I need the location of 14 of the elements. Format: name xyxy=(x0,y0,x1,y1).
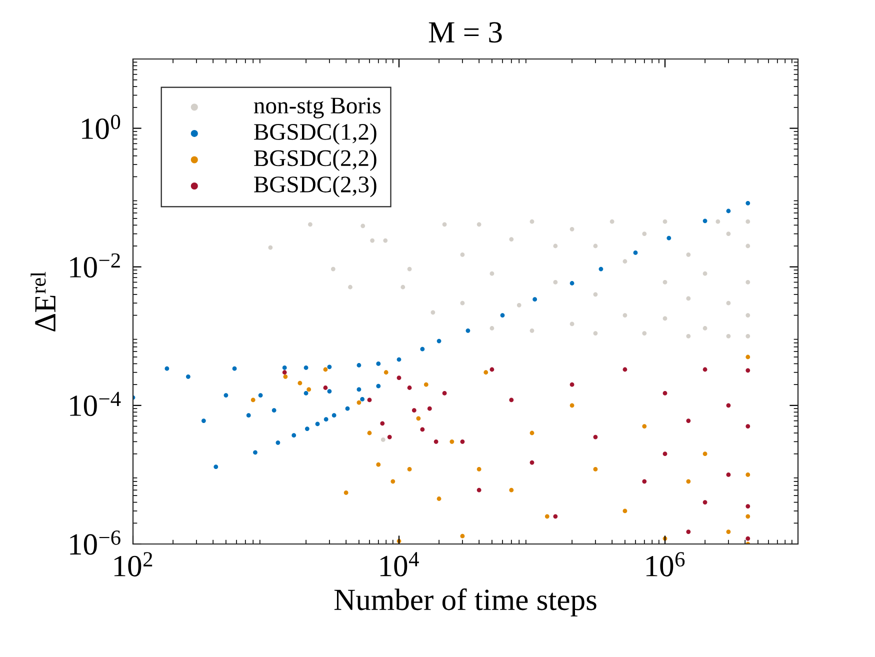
y-tick-label: 10$^{−6}$ xyxy=(70,530,120,555)
x-axis-title: Number of time steps xyxy=(334,588,596,616)
y-axis-title: ΔE$^{rel}$ xyxy=(30,272,56,332)
y-tick-label: 10$^{0}$ xyxy=(82,114,120,140)
y-tick-label: 10$^{−4}$ xyxy=(70,392,121,416)
legend-label: BGSDC(2,3) xyxy=(254,176,376,198)
chart-title: M = 3 xyxy=(428,22,502,43)
legend-label: non-stg Boris xyxy=(254,98,380,118)
y-tick-label: 10$^{−2}$ xyxy=(70,253,120,278)
x-tick-label: 10$^{2}$ xyxy=(114,552,152,576)
legend-label: BGSDC(1,2) xyxy=(254,123,376,145)
x-tick-label: 10$^{6}$ xyxy=(646,552,685,576)
x-tick-label: 10$^{4}$ xyxy=(380,552,419,576)
legend-label: BGSDC(2,2) xyxy=(254,150,376,171)
